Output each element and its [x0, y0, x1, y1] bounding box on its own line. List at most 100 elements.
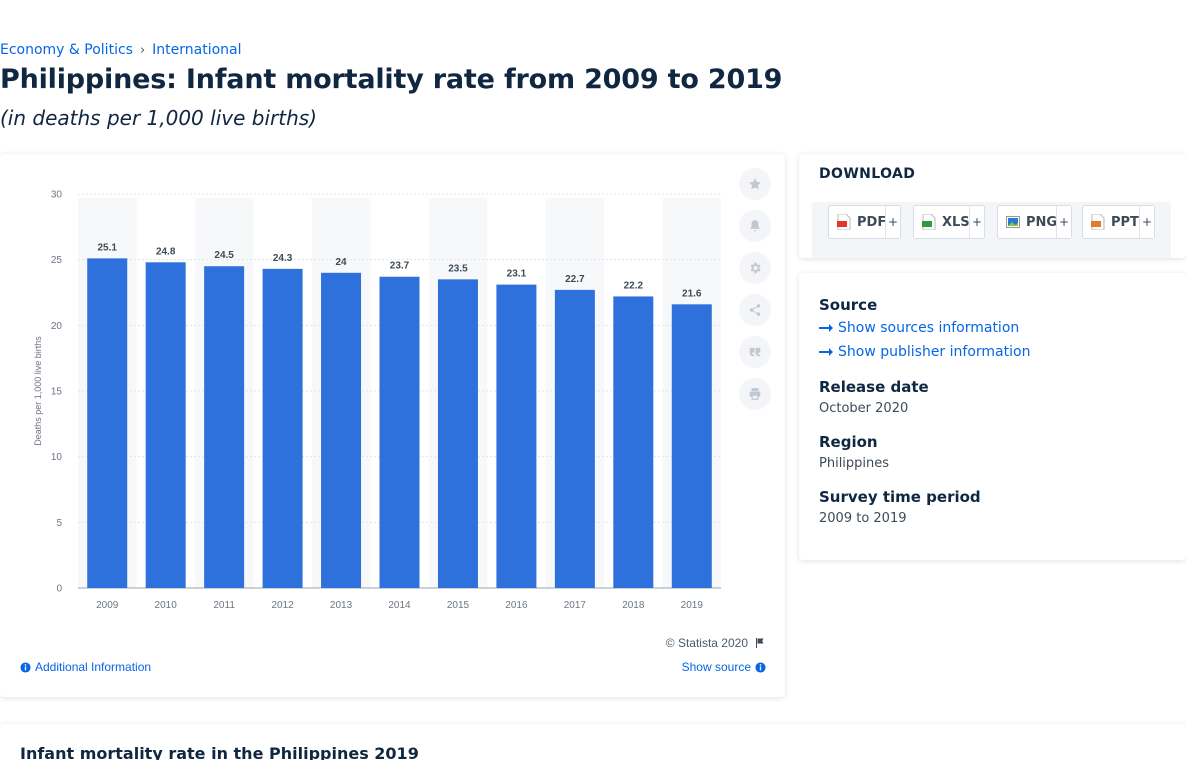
xls-options-plus[interactable]: +: [969, 206, 984, 238]
bar-2016[interactable]: [496, 284, 537, 588]
show-sources-label: Show sources information: [838, 320, 1020, 336]
download-card: DOWNLOAD PDF + XLS + PNG + PPT +: [799, 154, 1186, 258]
source-heading: Source: [819, 296, 878, 314]
survey-period-heading: Survey time period: [819, 488, 981, 506]
download-xls-button[interactable]: XLS +: [913, 205, 985, 239]
x-tick-label: 2018: [622, 600, 645, 611]
y-tick-label: 10: [51, 452, 63, 463]
data-label: 24.3: [273, 253, 293, 264]
bar-2009[interactable]: [87, 258, 128, 588]
release-date-heading: Release date: [819, 378, 929, 396]
bar-2012[interactable]: [262, 268, 303, 588]
x-tick-label: 2019: [681, 600, 704, 611]
print-button[interactable]: [739, 378, 771, 410]
y-tick-label: 20: [51, 321, 63, 332]
download-ppt-label: PPT: [1111, 214, 1139, 230]
pdf-options-plus[interactable]: +: [885, 206, 900, 238]
page-title: Philippines: Infant mortality rate from …: [0, 64, 783, 95]
quote-icon: [749, 347, 761, 357]
y-tick-label: 5: [56, 518, 62, 529]
notification-button[interactable]: [739, 210, 771, 242]
copyright-text: © Statista 2020: [665, 636, 748, 650]
bar-2010[interactable]: [145, 262, 186, 588]
ppt-options-plus[interactable]: +: [1139, 206, 1154, 238]
gear-icon: [750, 262, 761, 274]
data-label: 23.1: [507, 269, 527, 280]
download-pdf-label: PDF: [857, 214, 887, 230]
png-file-icon: [1006, 216, 1020, 228]
x-axis-ticks: 2009 2010 2011 2012 2013 2014 2015 2016 2017 2018…: [96, 600, 703, 611]
page-subtitle: (in deaths per 1,000 live births): [0, 106, 317, 130]
data-label: 22.2: [624, 280, 644, 291]
chart-bars: [87, 258, 712, 588]
y-tick-label: 15: [51, 387, 63, 398]
download-pdf-button[interactable]: PDF +: [828, 205, 901, 239]
bar-2015[interactable]: [437, 279, 478, 588]
data-label: 22.7: [565, 274, 585, 285]
x-tick-label: 2017: [564, 600, 587, 611]
data-label: 24.5: [214, 250, 234, 261]
flag-icon[interactable]: [754, 637, 766, 649]
bar-2017[interactable]: [554, 289, 595, 588]
show-source-label: Show source: [681, 660, 751, 674]
x-tick-label: 2012: [271, 600, 294, 611]
breadcrumb: Economy & Politics › International: [0, 42, 242, 58]
bar-2013[interactable]: [321, 272, 362, 588]
settings-button[interactable]: [739, 252, 771, 284]
breadcrumb-international[interactable]: International: [152, 42, 242, 58]
download-ppt-button[interactable]: PPT +: [1082, 205, 1155, 239]
cite-button[interactable]: [739, 336, 771, 368]
x-tick-label: 2014: [388, 600, 411, 611]
data-label: 23.7: [390, 261, 410, 272]
show-publisher-link[interactable]: Show publisher information: [819, 344, 1030, 360]
bar-2011[interactable]: [204, 266, 245, 588]
y-axis-label: Deaths per 1,000 live births: [33, 336, 43, 446]
show-sources-link[interactable]: Show sources information: [819, 320, 1019, 336]
bell-icon: [750, 220, 760, 232]
bar-2018[interactable]: [613, 296, 654, 588]
related-section-title: Infant mortality rate in the Philippines…: [20, 744, 419, 760]
data-label: 25.1: [97, 242, 117, 253]
bar-2014[interactable]: [379, 276, 420, 588]
data-label: 24: [335, 257, 347, 268]
copyright-notice: © Statista 2020: [666, 636, 766, 650]
breadcrumb-economy-politics[interactable]: Economy & Politics: [0, 42, 133, 58]
share-icon: [749, 304, 761, 316]
data-label: 23.5: [448, 263, 468, 274]
data-label: 24.8: [156, 246, 176, 257]
data-label: 21.6: [682, 288, 702, 299]
share-button[interactable]: [739, 294, 771, 326]
breadcrumb-separator: ›: [139, 42, 146, 58]
chart-card: 0 5 10 15 20 25 30 25.1 24.8 24.5 24.3 24 23.7 23.5 2…: [0, 154, 785, 697]
chart-data-labels: 25.1 24.8 24.5 24.3 24 23.7 23.5 23.1 22.7 22.2 21…: [97, 242, 701, 299]
arrow-right-icon: [819, 324, 833, 332]
x-tick-label: 2016: [505, 600, 528, 611]
favorite-button[interactable]: [739, 168, 771, 200]
y-tick-label: 25: [51, 255, 63, 266]
pdf-file-icon: [837, 214, 851, 230]
x-tick-label: 2009: [96, 600, 119, 611]
x-tick-label: 2013: [330, 600, 353, 611]
x-tick-label: 2015: [447, 600, 470, 611]
png-options-plus[interactable]: +: [1056, 206, 1071, 238]
star-icon: [749, 178, 761, 190]
show-source-link[interactable]: Show source: [682, 660, 766, 674]
download-png-button[interactable]: PNG +: [997, 205, 1072, 239]
info-icon: [20, 661, 31, 673]
region-heading: Region: [819, 433, 878, 451]
chart-toolbar: [739, 168, 771, 410]
info-icon: [755, 661, 766, 673]
bar-2019[interactable]: [671, 304, 712, 588]
arrow-right-icon: [819, 348, 833, 356]
additional-information-link[interactable]: Additional Information: [20, 660, 151, 674]
show-publisher-label: Show publisher information: [838, 344, 1031, 360]
x-tick-label: 2011: [213, 600, 235, 611]
related-section: Infant mortality rate in the Philippines…: [0, 724, 1186, 760]
xls-file-icon: [922, 214, 936, 230]
print-icon: [749, 388, 761, 400]
download-xls-label: XLS: [942, 214, 970, 230]
ppt-file-icon: [1091, 214, 1105, 230]
y-tick-label: 0: [56, 584, 62, 595]
additional-information-label: Additional Information: [35, 660, 152, 674]
